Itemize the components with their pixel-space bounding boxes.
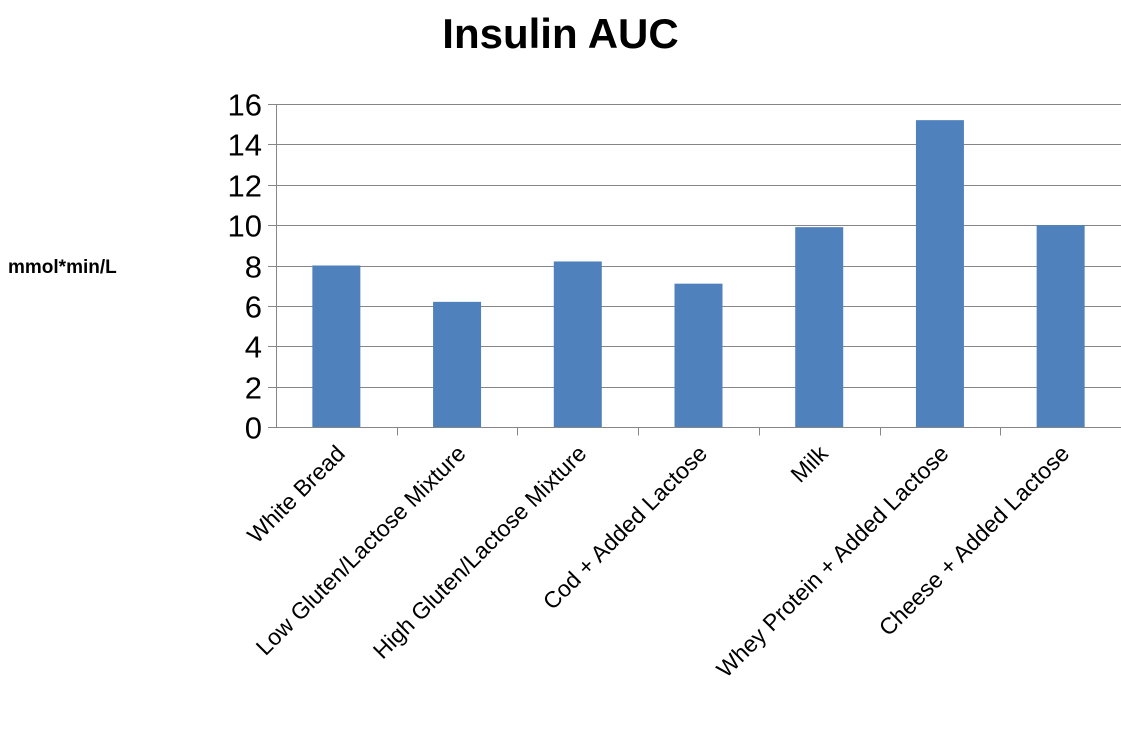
y-tick-labels: 0 2 4 6 8 10 12 14 16 — [228, 88, 262, 446]
bar — [553, 261, 602, 427]
bar — [674, 283, 723, 427]
bar — [1036, 225, 1085, 427]
y-tick-label: 2 — [245, 371, 262, 406]
chart-title: Insulin AUC — [442, 10, 679, 57]
bar — [312, 265, 361, 427]
y-tick-label: 16 — [228, 88, 262, 123]
x-category-label: High Gluten/Lactose Mixture — [368, 440, 592, 664]
y-tick-label: 0 — [245, 411, 262, 446]
y-tick-label: 8 — [245, 250, 262, 285]
x-category-label: Whey Protein + Added Lactose — [711, 440, 953, 682]
y-tick-label: 10 — [228, 209, 262, 244]
axes — [268, 104, 1121, 436]
y-tick-label: 12 — [228, 169, 262, 204]
x-category-label: White Bread — [242, 440, 350, 548]
y-axis-title: mmol*min/L — [8, 257, 117, 278]
y-tick-label: 14 — [228, 128, 262, 163]
bar — [795, 227, 844, 427]
x-category-label: Low Gluten/Lactose Mixture — [251, 440, 471, 660]
bar — [433, 301, 482, 427]
y-tick-label: 6 — [245, 290, 262, 325]
y-tick-label: 4 — [245, 330, 262, 365]
x-category-label: Milk — [785, 440, 833, 488]
bars — [312, 120, 1085, 428]
bar — [915, 120, 964, 428]
